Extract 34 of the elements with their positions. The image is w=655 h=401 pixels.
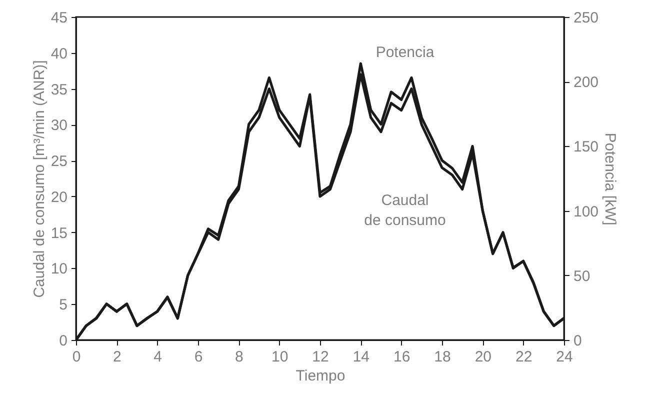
- y2-tick-label: 0: [574, 332, 582, 350]
- x-tick-label: 14: [352, 348, 370, 366]
- y2-tick-label: 200: [574, 74, 599, 92]
- x-tick-label: 18: [434, 348, 451, 366]
- x-tick-label: 20: [474, 348, 492, 366]
- x-tick-label: 12: [312, 348, 329, 366]
- x-tick-label: 22: [515, 348, 532, 366]
- y2-tick-label: 250: [574, 10, 599, 26]
- y-tick-label: 20: [50, 188, 68, 206]
- x-tick-label: 24: [556, 348, 573, 366]
- y-tick-label: 30: [50, 117, 68, 134]
- series-label: Caudal de consumo: [364, 192, 446, 229]
- y-tick-label: 0: [59, 332, 68, 350]
- y-tick-label: 15: [50, 224, 68, 242]
- y-tick-label: 25: [50, 153, 68, 170]
- x-tick-label: 6: [194, 348, 203, 366]
- y-tick-label: 40: [50, 45, 68, 62]
- x-axis-title: Tiempo: [296, 368, 346, 384]
- y-tick-label: 5: [59, 296, 68, 314]
- x-tick-label: 0: [72, 348, 81, 366]
- y-axis-title: Caudal de consumo [m³/min (ANR)]: [30, 60, 48, 298]
- x-tick-label: 2: [112, 348, 122, 366]
- y2-tick-label: 50: [574, 268, 590, 285]
- x-tick-label: 8: [234, 348, 244, 366]
- x-tick-label: 10: [271, 348, 288, 366]
- y-tick-label: 45: [50, 10, 68, 26]
- y2-tick-label: 100: [574, 203, 599, 220]
- y-tick-label: 10: [50, 260, 68, 278]
- series-label: Potencia: [376, 44, 435, 61]
- x-tick-label: 16: [393, 348, 410, 366]
- x-tick-label: 4: [154, 348, 162, 366]
- y2-tick-label: 150: [574, 138, 599, 156]
- y2-axis-title: Potencia [kW]: [602, 132, 619, 226]
- y-tick-label: 35: [50, 81, 68, 98]
